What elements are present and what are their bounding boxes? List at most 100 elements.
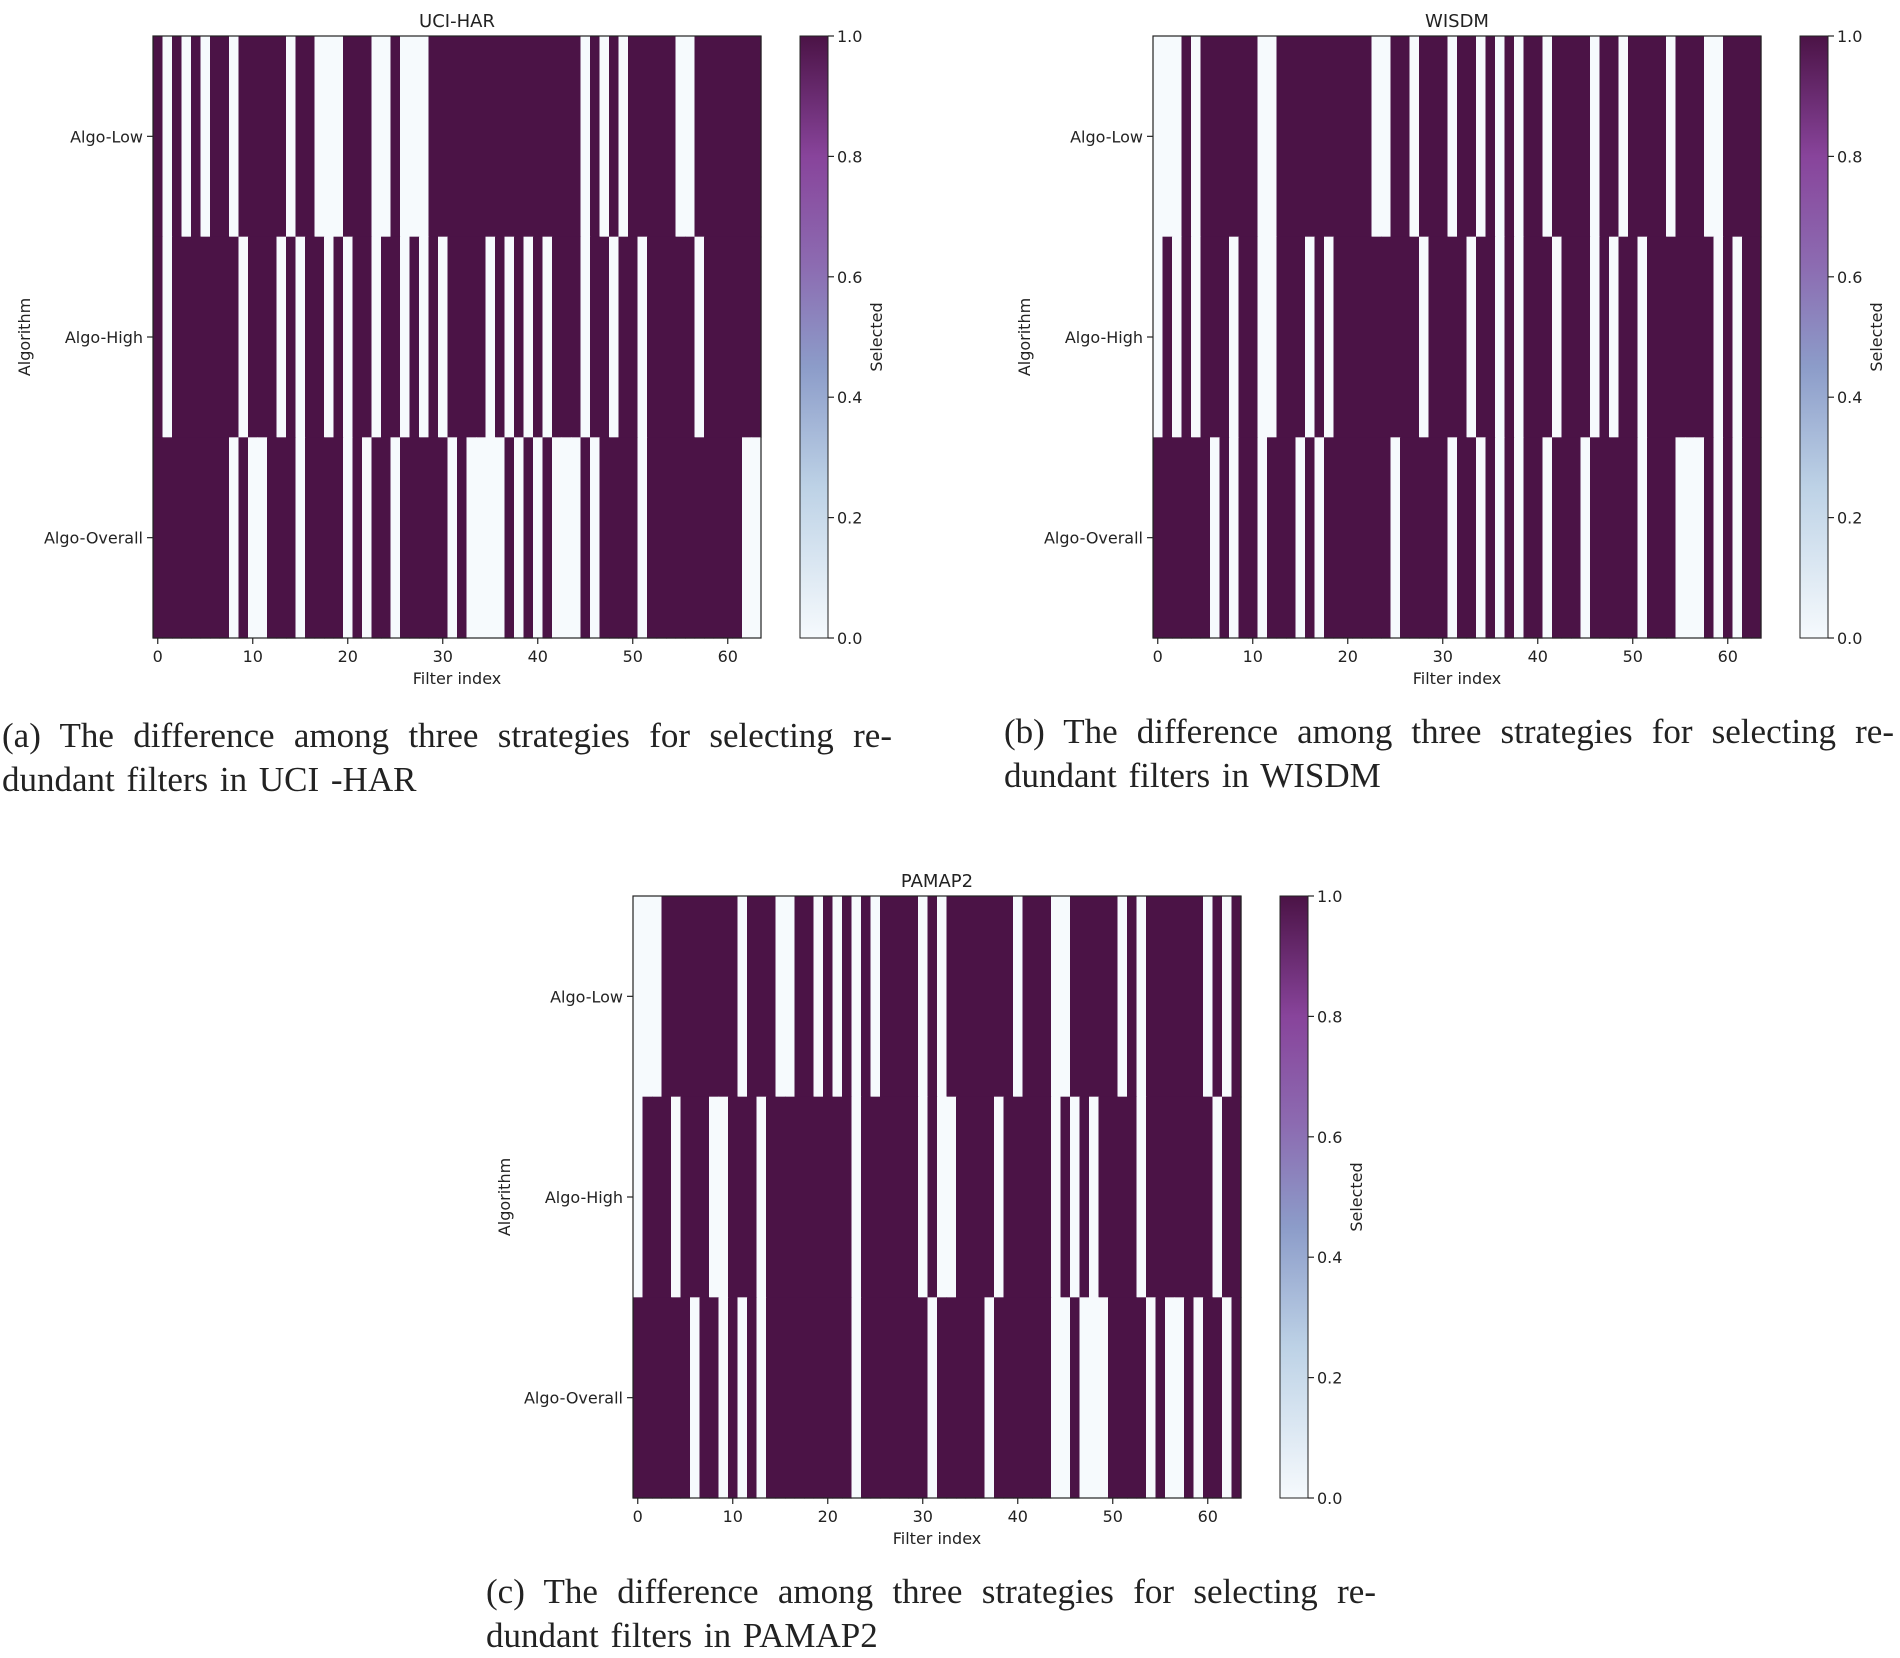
- x-tick-label: 30: [913, 1507, 933, 1526]
- heatmap-cell: [785, 1096, 796, 1298]
- heatmap-cell: [1060, 1297, 1071, 1499]
- heatmap-cell: [1428, 236, 1439, 438]
- x-tick-label: 60: [718, 647, 738, 666]
- heatmap-cell: [1013, 1096, 1024, 1298]
- heatmap-cell: [618, 236, 629, 438]
- heatmap-cell: [775, 896, 786, 1098]
- heatmap-cell: [704, 236, 715, 438]
- heatmap-cell: [652, 896, 663, 1098]
- heatmap-cell: [1172, 437, 1183, 639]
- heatmap-cell: [1229, 36, 1240, 238]
- heatmap-cell: [1590, 437, 1601, 639]
- heatmap-cell: [533, 437, 544, 639]
- heatmap-cell: [447, 236, 458, 438]
- heatmap-cell: [1191, 36, 1202, 238]
- heatmap-cell: [1675, 236, 1686, 438]
- y-axis-label: Algorithm: [1015, 298, 1034, 376]
- heatmap-cell: [823, 896, 834, 1098]
- heatmap-cell: [181, 236, 192, 438]
- heatmap-cell: [1533, 437, 1544, 639]
- heatmap-cell: [1457, 236, 1468, 438]
- chart-title: UCI-HAR: [419, 11, 495, 32]
- heatmap-cell: [956, 1297, 967, 1499]
- heatmap-cell: [1476, 236, 1487, 438]
- heatmap-cell: [1165, 1297, 1176, 1499]
- x-tick-label: 30: [433, 647, 453, 666]
- heatmap-cell: [295, 36, 306, 238]
- heatmap-cell: [1089, 896, 1100, 1098]
- heatmap-cell: [381, 36, 392, 238]
- heatmap-cell: [751, 437, 762, 639]
- heatmap-cell: [295, 437, 306, 639]
- heatmap-cell: [1210, 236, 1221, 438]
- heatmap-cell: [219, 437, 230, 639]
- heatmap-cell: [1628, 236, 1639, 438]
- heatmap-cell: [1694, 236, 1705, 438]
- heatmap-cell: [694, 36, 705, 238]
- heatmap-cell: [1713, 236, 1724, 438]
- heatmap-cell: [1371, 437, 1382, 639]
- heatmap-cell: [1155, 1297, 1166, 1499]
- heatmap-cell: [756, 896, 767, 1098]
- heatmap-cell: [889, 1096, 900, 1298]
- heatmap-cell: [200, 236, 211, 438]
- heatmap-cell: [756, 1096, 767, 1298]
- heatmap-cell: [699, 1297, 710, 1499]
- heatmap-cell: [1013, 1297, 1024, 1499]
- heatmap-cell: [162, 437, 173, 639]
- heatmap-cell: [1238, 36, 1249, 238]
- colorbar-tick-label: 0.4: [1317, 1248, 1342, 1267]
- heatmap-cell: [172, 36, 183, 238]
- heatmap-cell: [1447, 36, 1458, 238]
- heatmap-cell: [419, 437, 430, 639]
- heatmap-cell: [633, 896, 644, 1098]
- heatmap-cell: [1013, 896, 1024, 1098]
- heatmap-cell: [647, 437, 658, 639]
- heatmap-cell: [661, 1096, 672, 1298]
- heatmap-cell: [899, 1297, 910, 1499]
- heatmap-cell: [685, 437, 696, 639]
- heatmap-cell: [1222, 896, 1233, 1098]
- heatmap-cell: [956, 1096, 967, 1298]
- colorbar: [1799, 35, 1829, 639]
- heatmap-cell: [457, 236, 468, 438]
- heatmap-cell: [1193, 896, 1204, 1098]
- heatmap-cell: [1580, 236, 1591, 438]
- x-tick-label: 0: [153, 647, 163, 666]
- heatmap-cell: [1504, 36, 1515, 238]
- heatmap-cell: [219, 36, 230, 238]
- heatmap-cell: [1618, 36, 1629, 238]
- heatmap-cell: [238, 36, 249, 238]
- heatmap-cell: [709, 1096, 720, 1298]
- heatmap-cell: [286, 437, 297, 639]
- heatmap-cell: [1193, 1096, 1204, 1298]
- heatmap-cell: [823, 1297, 834, 1499]
- heatmap-cell: [485, 36, 496, 238]
- heatmap-cell: [352, 36, 363, 238]
- heatmap-cell: [1751, 36, 1762, 238]
- heatmap-cell: [1409, 236, 1420, 438]
- heatmap-cell: [1580, 437, 1591, 639]
- heatmap-cell: [870, 1297, 881, 1499]
- heatmap-cell: [652, 1297, 663, 1499]
- heatmap-cell: [1656, 36, 1667, 238]
- heatmap-cell: [1305, 437, 1316, 639]
- heatmap-cell: [343, 437, 354, 639]
- y-tick-label: Algo-Low: [1070, 127, 1143, 146]
- heatmap-cell: [1694, 437, 1705, 639]
- heatmap-cell: [694, 437, 705, 639]
- heatmap-cell: [804, 1297, 815, 1499]
- heatmap-cell: [1419, 36, 1430, 238]
- heatmap-cell: [1098, 1096, 1109, 1298]
- heatmap-cell: [533, 36, 544, 238]
- heatmap-cell: [1022, 1096, 1033, 1298]
- colorbar-tick-label: 1.0: [1317, 887, 1342, 906]
- heatmap-cell: [1108, 1297, 1119, 1499]
- heatmap-cell: [1419, 236, 1430, 438]
- heatmap-cell: [1713, 437, 1724, 639]
- chart-title: WISDM: [1425, 11, 1489, 32]
- y-tick-label: Algo-Overall: [44, 529, 143, 548]
- heatmap-cell: [1732, 236, 1743, 438]
- heatmap-cell: [381, 236, 392, 438]
- heatmap-cell: [172, 236, 183, 438]
